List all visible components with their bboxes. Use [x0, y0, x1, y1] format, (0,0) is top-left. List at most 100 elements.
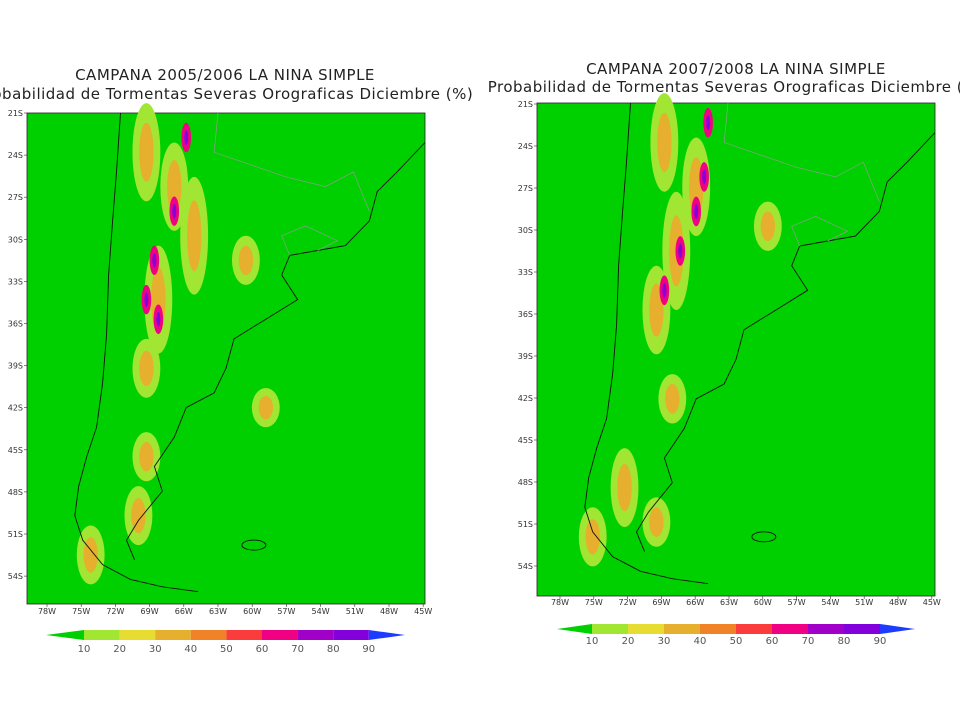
lat-label: 42S	[8, 404, 23, 413]
lon-label: 69W	[652, 598, 670, 607]
contour-mid	[131, 497, 146, 534]
colorbar-segment	[592, 624, 628, 634]
contour-mid	[139, 441, 154, 472]
coastline	[125, 142, 426, 560]
lat-label: 33S	[8, 277, 23, 286]
map-panel: CAMPANA 2005/2006 LA NINA SIMPLEProbabil…	[0, 66, 473, 655]
lat-label: 54S	[8, 572, 23, 581]
lon-label: 45W	[414, 607, 432, 616]
lon-label: 63W	[720, 598, 738, 607]
contour-mid	[139, 122, 154, 182]
falkland-islands	[751, 531, 777, 543]
lon-label: 78W	[551, 598, 569, 607]
lon-label: 57W	[277, 607, 295, 616]
panel-title: CAMPANA 2007/2008 LA NINA SIMPLE	[586, 60, 886, 78]
border-line	[281, 225, 339, 256]
colorbar-label: 60	[766, 636, 779, 647]
lat-label: 24S	[518, 142, 533, 151]
lon-label: 54W	[821, 598, 839, 607]
map-background	[536, 102, 936, 597]
contour-peak	[172, 203, 177, 219]
lat-label: 33S	[518, 268, 533, 277]
contour-mid	[83, 537, 98, 573]
colorbar-label: 90	[874, 636, 887, 647]
lat-label: 21S	[8, 109, 23, 118]
lon-label: 63W	[209, 607, 227, 616]
contour-mid	[760, 211, 776, 242]
lat-label: 39S	[8, 362, 23, 371]
colorbar-label: 30	[658, 636, 671, 647]
lat-label: 36S	[518, 310, 533, 319]
contour-mid	[139, 350, 154, 386]
lon-label: 69W	[141, 607, 159, 616]
colorbar-segment	[190, 630, 227, 640]
contour-peak	[706, 115, 711, 131]
lat-label: 45S	[8, 446, 23, 455]
panel-title: CAMPANA 2005/2006 LA NINA SIMPLE	[75, 66, 375, 84]
border-line	[723, 102, 880, 202]
contour-peak	[152, 252, 157, 268]
lat-label: 48S	[518, 478, 533, 487]
lat-label: 51S	[518, 520, 533, 529]
colorbar-arrow-high	[368, 630, 405, 640]
colorbar-segment	[119, 630, 156, 640]
colorbar-segment	[628, 624, 664, 634]
colorbar-label: 70	[291, 644, 304, 655]
colorbar-arrow-low	[46, 630, 84, 640]
colorbar-label: 10	[586, 636, 599, 647]
colorbar-label: 60	[256, 644, 269, 655]
lat-label: 39S	[518, 352, 533, 361]
colorbar-label: 20	[113, 644, 126, 655]
lon-label: 66W	[175, 607, 193, 616]
contour-peak	[156, 311, 161, 327]
lon-label: 72W	[106, 607, 124, 616]
lat-label: 54S	[518, 562, 533, 571]
lon-label: 75W	[585, 598, 603, 607]
contour-mid	[665, 384, 680, 414]
colorbar-label: 20	[622, 636, 635, 647]
panel-subtitle: Probabilidad de Tormentas Severas Orogra…	[488, 78, 960, 96]
lat-label: 21S	[518, 100, 533, 109]
colorbar-segment	[844, 624, 880, 634]
contour-mid	[649, 283, 664, 337]
contour-mid	[657, 112, 672, 173]
coastline	[74, 112, 199, 593]
colorbar-label: 50	[730, 636, 743, 647]
colorbar-label: 30	[149, 644, 162, 655]
contour-mid	[617, 463, 632, 512]
lon-label: 60W	[754, 598, 772, 607]
lat-label: 30S	[8, 235, 23, 244]
lat-label: 27S	[8, 193, 23, 202]
colorbar-label: 40	[184, 644, 197, 655]
colorbar-arrow-low	[557, 624, 592, 634]
lat-label: 30S	[518, 226, 533, 235]
lat-label: 36S	[8, 320, 23, 329]
colorbar: 10 20 30 40 50 60 70 80 90	[46, 630, 405, 655]
lon-label: 45W	[923, 598, 941, 607]
map-background	[26, 112, 426, 605]
colorbar-segment	[700, 624, 736, 634]
colorbar-label: 50	[220, 644, 233, 655]
contour-mid	[649, 507, 664, 537]
coastline	[584, 102, 709, 585]
probability-contours	[76, 103, 280, 585]
colorbar-arrow-high	[880, 624, 915, 634]
map-panel: CAMPANA 2007/2008 LA NINA SIMPLEProbabil…	[488, 60, 960, 647]
lat-label: 51S	[8, 530, 23, 539]
lon-label: 57W	[788, 598, 806, 607]
lon-label: 48W	[889, 598, 907, 607]
contour-mid	[585, 519, 600, 555]
lat-label: 24S	[8, 151, 23, 160]
colorbar-segment	[84, 630, 120, 640]
lon-label: 48W	[380, 607, 398, 616]
colorbar-segment	[664, 624, 700, 634]
colorbar-segment	[262, 630, 298, 640]
colorbar-label: 80	[838, 636, 851, 647]
contour-mid	[167, 160, 182, 214]
lat-label: 27S	[518, 184, 533, 193]
colorbar: 10 20 30 40 50 60 70 80 90	[557, 624, 915, 647]
lon-label: 51W	[346, 607, 364, 616]
lat-label: 45S	[518, 436, 533, 445]
lon-label: 75W	[72, 607, 90, 616]
